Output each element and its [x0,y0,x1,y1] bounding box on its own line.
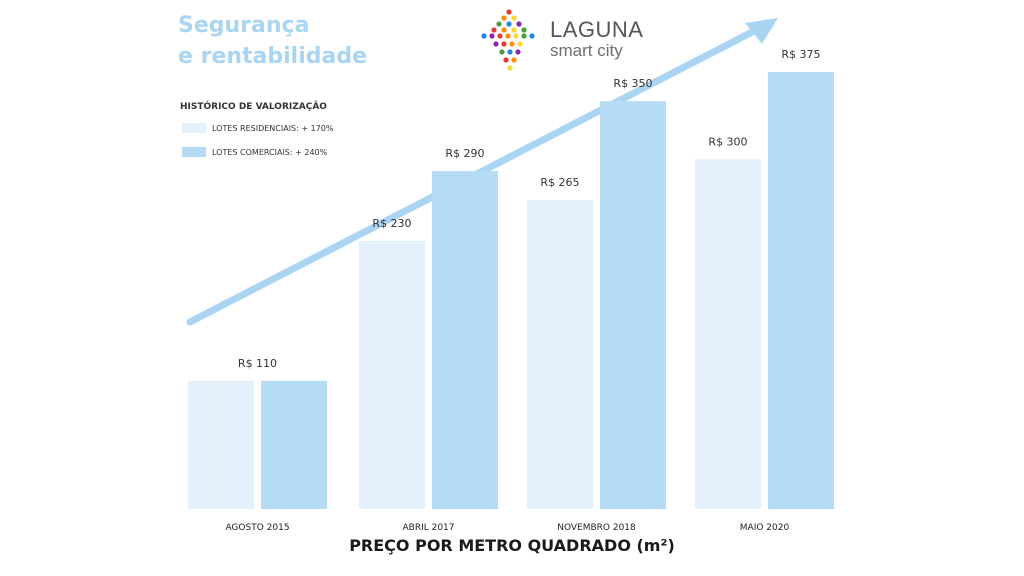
logo-dot [506,9,512,15]
data-label: R$ 350 [613,77,652,90]
logo-dot [481,33,487,39]
logo-mark-icon [481,9,535,71]
logo-dot [507,49,513,55]
bar-commercial [261,380,327,509]
logo-dot [521,33,527,39]
logo-dot [501,27,507,33]
logo-dot [497,33,503,39]
bar-residential [188,380,254,509]
legend-swatch-commercial [182,147,206,157]
logo-dot [499,49,505,55]
logo-dot [511,15,517,21]
data-label: R$ 265 [540,176,579,189]
logo-name: LAGUNA [550,17,644,42]
logo-dot [513,33,519,39]
bar-commercial [768,72,834,509]
legend-item-commercial: LOTES COMERCIAIS: + 240% [182,146,327,158]
trend-arrowhead-icon [745,18,778,44]
logo-dot [501,15,507,21]
x-axis-title: PREÇO POR METRO QUADRADO (m²) [349,536,675,555]
data-label: R$ 230 [372,217,411,230]
data-label: R$ 300 [708,135,747,148]
legend-title: HISTÓRICO DE VALORIZAÇÃO [180,102,327,112]
bar-commercial [600,101,666,509]
logo-dot [515,49,521,55]
x-tick-label: AGOSTO 2015 [225,523,289,533]
bar-commercial [432,171,498,509]
bar-residential [359,240,425,509]
legend-item-residential: LOTES RESIDENCIAIS: + 170% [182,122,334,134]
bar-residential [527,200,593,510]
legend-label-residential: LOTES RESIDENCIAIS: + 170% [212,123,334,133]
logo-dot [529,33,535,39]
logo-dot [491,27,497,33]
bar-residential [695,159,761,509]
logo-dot [516,21,522,27]
logo-dot [489,33,495,39]
logo-dot [503,57,509,63]
legend-label-commercial: LOTES COMERCIAIS: + 240% [212,147,328,157]
headline-line-1: Segurança [178,13,310,38]
logo-dot [521,27,527,33]
logo-dot [506,21,512,27]
logo-dot [507,65,513,71]
x-tick-label: NOVEMBRO 2018 [557,523,636,533]
logo-dot [505,33,511,39]
logo-dot [517,41,523,47]
data-label: R$ 375 [781,48,820,61]
logo-dot [511,27,517,33]
data-label: R$ 290 [445,147,484,160]
x-tick-label: MAIO 2020 [740,523,790,533]
logo-dot [511,57,517,63]
logo-dot [496,21,502,27]
logo-tagline: smart city [550,41,623,60]
headline-line-2: e rentabilidade [178,44,368,69]
page-headline: Segurança e rentabilidade [178,10,367,72]
logo-dot [493,41,499,47]
data-label: R$ 110 [238,357,277,370]
legend-swatch-residential [182,123,206,133]
logo-dot [501,41,507,47]
logo-dot [509,41,515,47]
x-tick-label: ABRIL 2017 [402,523,454,533]
brand-logo: LAGUNA smart city [550,18,643,60]
